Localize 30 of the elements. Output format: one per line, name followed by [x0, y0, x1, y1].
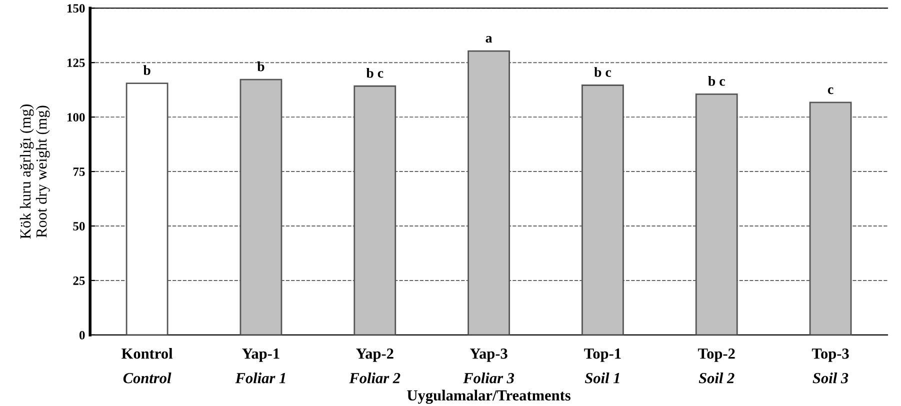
data-label: b c — [708, 76, 725, 86]
y-tick-label: 150 — [67, 4, 85, 13]
y-tick-label: 75 — [73, 168, 85, 176]
x-tick-label: Top-3 Soil 3 — [812, 348, 849, 384]
data-label: c — [828, 87, 834, 94]
bar — [468, 50, 510, 335]
x-tick-label: Yap-3 Foliar 3 — [463, 348, 514, 384]
x-axis-title: Uygulamalar/Treatments — [407, 390, 570, 404]
y-tick-label: 0 — [79, 330, 85, 340]
x-tick-label: Kontrol Control — [122, 348, 173, 384]
bar — [240, 78, 282, 335]
x-tick-label: Yap-2 Foliar 2 — [349, 348, 400, 384]
y-tick-label: 125 — [67, 58, 85, 68]
bar — [354, 85, 396, 335]
y-tick-label: 50 — [73, 222, 85, 230]
x-tick-label: Top-1 Soil 1 — [584, 348, 621, 384]
bar — [695, 93, 738, 335]
data-label: a — [486, 36, 492, 43]
y-tick-label: 25 — [73, 276, 85, 285]
data-label: b c — [366, 68, 384, 78]
y-tick-label: 100 — [67, 113, 85, 122]
y-axis-title: Kök kuru ağrlığı (mg) Root dry weight (mg) — [20, 104, 50, 239]
data-label: b — [143, 65, 150, 75]
bar — [126, 82, 168, 335]
data-label: b — [257, 61, 264, 72]
bar — [809, 102, 852, 335]
x-tick-label: Yap-1 Foliar 1 — [235, 348, 286, 384]
data-label: b c — [594, 67, 612, 77]
bar — [582, 84, 624, 335]
x-tick-label: Top-2 Soil 2 — [698, 348, 735, 384]
